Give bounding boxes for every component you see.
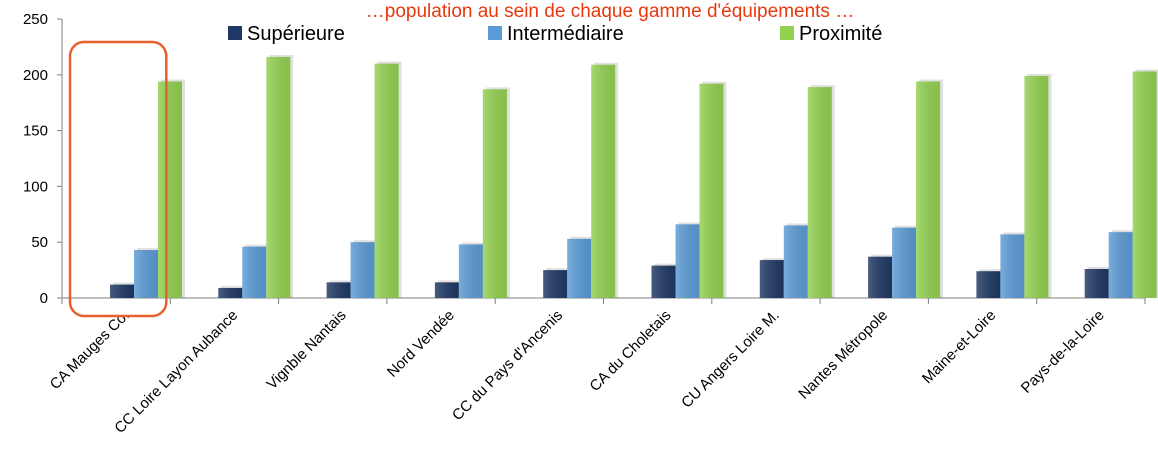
y-tick-label: 0 [40,290,48,307]
y-tick-label: 250 [23,11,48,28]
legend: Supérieure Intermédiaire Proximité [228,23,882,45]
bar-shading [1000,234,1025,298]
legend-label: Proximité [799,23,882,45]
bar-shading [807,87,832,299]
bar-shading [134,250,158,298]
bar-shading [892,227,917,298]
bar-shading [591,64,616,298]
y-tick-label: 150 [23,123,48,140]
x-category-label: CC Loire Layon Aubance [111,307,241,437]
bar-shading [783,225,808,298]
bar-shading [1024,75,1049,298]
x-category-label: CA Mauges Co. [47,307,133,393]
category-labels: CA Mauges Co.CC Loire Layon Aubance Vignb… [47,307,1108,437]
bar-shading [1132,71,1157,299]
bar-shading [675,224,700,298]
x-category-label: Nord Vendée [384,307,458,381]
bar-shading [158,81,182,298]
y-tick-label: 50 [31,234,48,251]
x-category-label: Pays-de-la-Loire [1018,307,1108,397]
bar-shading [1084,268,1109,298]
x-category-label: CC du Pays d'Ancenis [449,307,566,424]
bar-shading [350,242,375,298]
bar-shading [110,284,134,298]
bar-shading [218,287,243,298]
bar-shading [699,83,724,298]
x-category-label: CU Angers Loire M. [678,307,783,412]
bar-shading [242,246,267,298]
legend-swatch-supérieure [228,26,242,40]
bar-shading [374,63,399,298]
bar-shading [1108,232,1133,298]
legend-swatch-proximité [780,26,794,40]
y-tick-label: 100 [23,178,48,195]
bar-shading [266,56,291,298]
x-category-label: Vignble Nantais [263,307,349,393]
bar-shading [567,238,592,298]
x-category-label: Maine-et-Loire [919,307,999,387]
bar-shading [976,271,1001,298]
bar-shading [868,256,893,298]
x-category-label: CA du Choletais [586,307,674,395]
bar-shading [326,282,351,298]
legend-label: Intermédiaire [507,23,624,45]
legend-swatch-intermédiaire [488,26,502,40]
bar-shading [651,265,676,298]
legend-label: Supérieure [247,23,345,45]
highlight-box [68,40,168,318]
x-category-label: Nantes Métropole [795,307,891,403]
bars [110,54,1158,299]
bar-shading [434,282,459,298]
bar-shading [458,244,483,298]
chart-title: …population au sein de chaque gamme d'éq… [366,1,854,22]
bar-shading [759,260,784,298]
bar-shading [543,270,568,298]
bar-shading [482,89,507,298]
bar-shading [916,81,941,298]
y-tick-label: 200 [23,67,48,84]
